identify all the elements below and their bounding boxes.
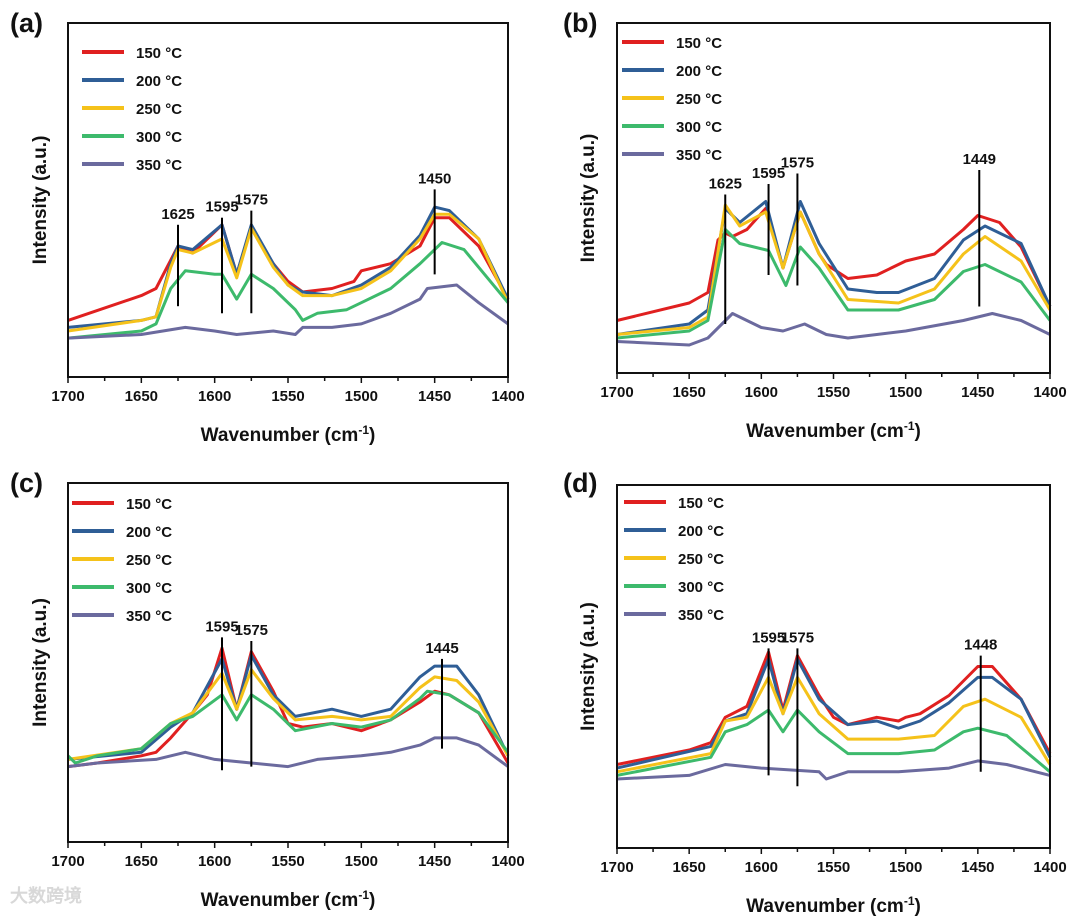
x-tick-label: 1500 (889, 384, 922, 401)
y-axis-title: Intensity (a.u.) (578, 602, 599, 731)
x-tick-label: 1600 (745, 859, 778, 876)
x-tick-label: 1550 (817, 384, 850, 401)
peak-label: 1450 (418, 170, 451, 187)
x-tick-label: 1400 (491, 388, 524, 405)
series-line-250C (616, 675, 1052, 774)
series-line-150C (616, 650, 1052, 766)
x-tick-label: 1400 (1033, 384, 1066, 401)
legend-label: 250 °C (678, 551, 724, 568)
peak-label: 1595 (752, 165, 785, 182)
x-tick-label: 1450 (418, 388, 451, 405)
x-tick-label: 1650 (125, 388, 158, 405)
peak-label: 1625 (161, 206, 194, 223)
x-tick-label: 1550 (817, 859, 850, 876)
panel-label: (d) (563, 468, 597, 498)
x-tick-label: 1400 (491, 853, 524, 870)
legend-label: 200 °C (136, 73, 182, 90)
plot-frame (67, 22, 509, 378)
series-line-350C (616, 759, 1051, 781)
legend-label: 350 °C (126, 608, 172, 625)
panel-label: (c) (10, 468, 43, 498)
x-tick-label: 1650 (672, 859, 705, 876)
x-tick-label: 1500 (345, 388, 378, 405)
legend-label: 250 °C (136, 101, 182, 118)
x-tick-label: 1600 (198, 388, 231, 405)
legend-label: 350 °C (676, 147, 722, 164)
panel-label: (b) (563, 8, 597, 38)
x-tick-label: 1700 (600, 859, 633, 876)
x-axis-title: Wavenumber (cm-1) (746, 894, 921, 916)
series-line-300C (616, 228, 1052, 340)
series-line-250C (616, 203, 1052, 336)
x-tick-label: 1450 (961, 859, 994, 876)
legend-label: 350 °C (136, 157, 182, 174)
series-line-350C (67, 283, 509, 340)
y-axis-title: Intensity (a.u.) (30, 598, 51, 727)
x-tick-label: 1600 (745, 384, 778, 401)
x-tick-label: 1650 (125, 853, 158, 870)
x-tick-label: 1650 (672, 384, 705, 401)
x-tick-label: 1600 (198, 853, 231, 870)
legend-label: 150 °C (136, 45, 182, 62)
peak-label: 1449 (963, 151, 996, 168)
legend-label: 150 °C (126, 496, 172, 513)
peak-label: 1625 (709, 176, 742, 193)
legend-label: 200 °C (678, 523, 724, 540)
legend-label: 300 °C (126, 580, 172, 597)
x-tick-label: 1700 (51, 853, 84, 870)
x-tick-label: 1550 (271, 388, 304, 405)
x-tick-label: 1450 (418, 853, 451, 870)
y-axis-title: Intensity (a.u.) (578, 134, 599, 263)
x-tick-label: 1500 (345, 853, 378, 870)
peak-label: 1575 (235, 192, 268, 209)
peak-label: 1595 (205, 618, 238, 635)
legend-label: 200 °C (676, 63, 722, 80)
peak-label: 1575 (781, 155, 814, 172)
legend-label: 300 °C (136, 129, 182, 146)
x-tick-label: 1500 (889, 859, 922, 876)
legend-label: 200 °C (126, 524, 172, 541)
peak-label: 1575 (781, 629, 814, 646)
watermark: 大数跨境 (10, 885, 82, 906)
x-axis-title: Wavenumber (cm-1) (201, 888, 376, 911)
peak-label: 1595 (752, 629, 785, 646)
series-line-300C (616, 708, 1051, 777)
x-tick-label: 1400 (1033, 859, 1066, 876)
series-line-350C (67, 736, 509, 769)
x-tick-label: 1700 (600, 384, 633, 401)
x-axis-title: Wavenumber (cm-1) (746, 419, 921, 442)
peak-label: 1448 (964, 637, 997, 654)
series-line-150C (67, 646, 510, 769)
legend-label: 350 °C (678, 607, 724, 624)
x-axis-title: Wavenumber (cm-1) (201, 423, 376, 446)
series-line-250C (67, 212, 510, 333)
series-line-150C (67, 216, 510, 322)
x-tick-label: 1450 (961, 384, 994, 401)
legend-label: 300 °C (676, 119, 722, 136)
peak-label: 1575 (235, 622, 268, 639)
series-line-300C (67, 241, 510, 340)
panel-label: (a) (10, 8, 43, 38)
series-line-350C (616, 312, 1051, 347)
legend-label: 250 °C (126, 552, 172, 569)
series-line-200C (616, 657, 1052, 770)
y-axis-title: Intensity (a.u.) (30, 136, 51, 265)
legend-label: 150 °C (678, 495, 724, 512)
series-line-200C (67, 205, 510, 329)
legend-label: 150 °C (676, 35, 722, 52)
x-tick-label: 1700 (51, 388, 84, 405)
legend-label: 300 °C (678, 579, 724, 596)
peak-label: 1595 (205, 199, 238, 216)
series-line-300C (66, 689, 510, 765)
x-tick-label: 1550 (271, 853, 304, 870)
peak-label: 1445 (425, 640, 458, 657)
legend-label: 250 °C (676, 91, 722, 108)
